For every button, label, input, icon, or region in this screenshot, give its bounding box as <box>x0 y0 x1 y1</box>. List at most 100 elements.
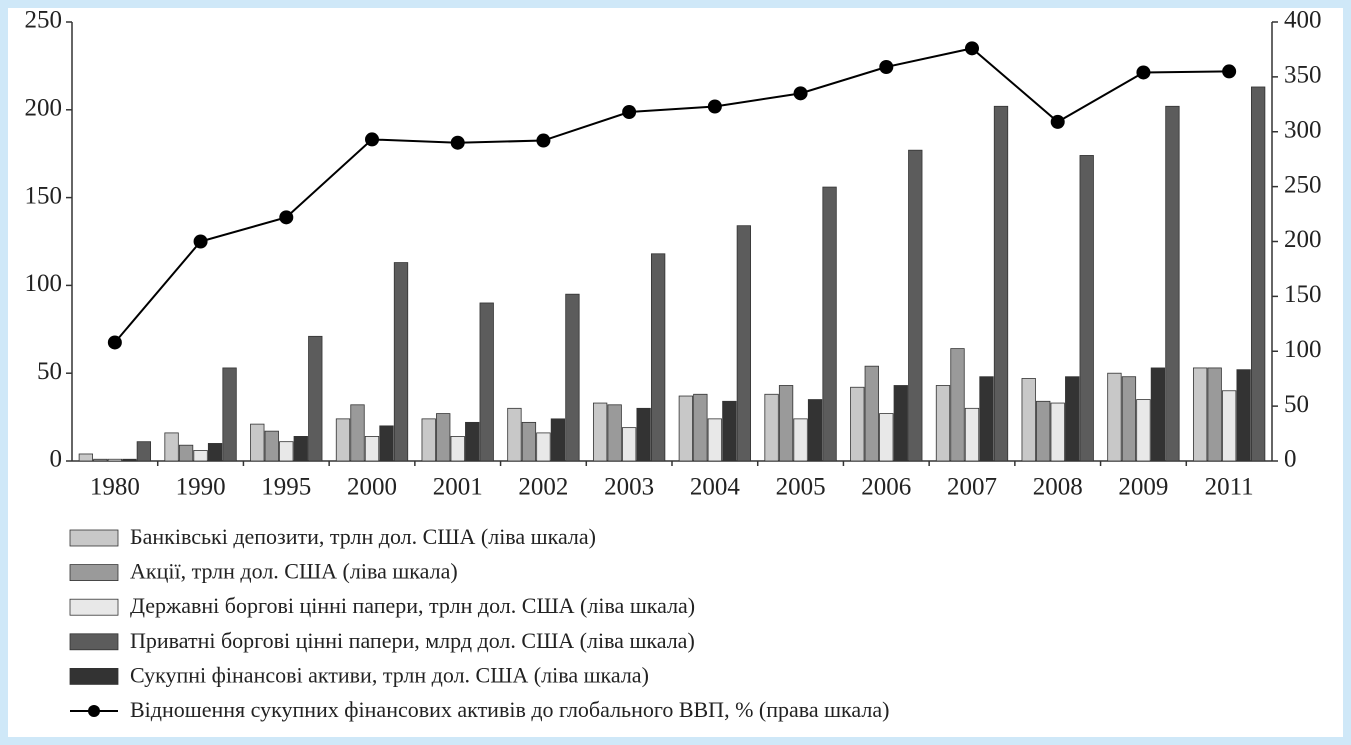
bar <box>521 421 537 462</box>
x-tick-label: 2005 <box>776 474 826 501</box>
bar <box>678 395 694 462</box>
legend-swatch <box>69 564 119 581</box>
line-marker <box>107 335 122 350</box>
bar <box>850 386 865 462</box>
x-tick-label: 2008 <box>1033 474 1083 501</box>
bar <box>465 421 480 462</box>
x-tick-label: 2009 <box>1118 474 1168 501</box>
bar <box>93 458 108 462</box>
bar <box>935 385 951 462</box>
y2-tick-label: 200 <box>1284 226 1322 253</box>
legend-label: Банківські депозити, трлн дол. США (ліва… <box>130 524 596 549</box>
bar <box>250 423 265 462</box>
bar <box>807 399 823 462</box>
y2-tick-label: 50 <box>1284 391 1309 418</box>
bar <box>479 302 494 462</box>
bar <box>621 427 637 462</box>
bar <box>122 458 137 462</box>
bar <box>1021 378 1036 462</box>
bar <box>308 335 323 462</box>
bar <box>78 453 94 462</box>
bar <box>636 407 651 462</box>
x-tick-label: 2006 <box>861 474 911 501</box>
bar <box>436 413 451 462</box>
legend-swatch <box>69 529 119 547</box>
bar <box>993 105 1009 462</box>
bar <box>536 432 551 462</box>
line-marker <box>536 133 551 148</box>
x-tick-label: 2004 <box>690 474 741 501</box>
legend-swatch <box>69 633 119 651</box>
line-marker <box>365 132 379 147</box>
bar <box>1065 376 1080 462</box>
y-tick-label: 250 <box>25 7 63 34</box>
bar <box>450 436 465 462</box>
line-marker <box>622 104 637 119</box>
bar <box>879 413 894 462</box>
bar <box>1192 367 1208 462</box>
bar <box>1221 390 1237 462</box>
y2-tick-label: 400 <box>1284 7 1322 34</box>
line-marker <box>193 234 208 249</box>
bar <box>350 404 365 462</box>
bar <box>864 365 879 462</box>
x-tick-label: 2011 <box>1205 474 1254 501</box>
bar <box>178 444 194 462</box>
legend-label: Відношення сукупних фінансових активів д… <box>130 697 889 722</box>
y2-tick-label: 0 <box>1284 446 1297 473</box>
line-marker <box>965 41 979 56</box>
bar <box>393 262 409 462</box>
x-tick-label: 2007 <box>947 474 997 501</box>
bar <box>107 458 123 462</box>
y2-tick-label: 300 <box>1284 116 1322 143</box>
legend-label: Сукупні фінансові активи, трлн дол. США … <box>130 662 649 687</box>
bar <box>707 418 723 462</box>
x-tick-label: 2001 <box>433 474 483 501</box>
bar <box>1250 86 1266 462</box>
bar <box>565 293 580 462</box>
bar <box>293 436 308 462</box>
y-tick-label: 50 <box>37 358 62 385</box>
bar <box>364 436 380 462</box>
bar <box>507 407 522 462</box>
y-tick-label: 100 <box>25 270 63 297</box>
bar <box>893 385 908 462</box>
bar <box>335 418 351 462</box>
bar <box>764 393 779 462</box>
bar <box>1107 372 1122 462</box>
bar <box>979 376 994 462</box>
line-marker <box>1050 114 1065 129</box>
x-tick-label: 1995 <box>261 474 311 501</box>
legend-label: Приватні боргові цінні папери, млрд дол.… <box>130 628 695 653</box>
bar <box>264 430 279 462</box>
line-marker <box>279 210 294 225</box>
line-marker <box>879 59 894 74</box>
bar <box>164 432 179 462</box>
bar <box>908 149 923 462</box>
y-tick-label: 0 <box>50 446 63 473</box>
line-marker <box>1136 65 1151 80</box>
bar <box>379 425 394 462</box>
legend-swatch <box>69 668 119 685</box>
bar <box>222 367 237 462</box>
bar <box>693 393 708 462</box>
bar <box>1165 105 1180 462</box>
legend-label: Акції, трлн дол. США (ліва шкала) <box>130 559 458 584</box>
bar <box>778 385 794 462</box>
line <box>114 47 1230 344</box>
bar <box>964 407 980 462</box>
bar <box>207 443 223 462</box>
bar <box>650 253 666 462</box>
bar <box>950 348 965 462</box>
y2-tick-label: 150 <box>1284 281 1322 308</box>
y2-tick-label: 100 <box>1284 336 1322 363</box>
x-tick-label: 2000 <box>347 474 397 501</box>
bar <box>1236 369 1251 462</box>
y2-tick-label: 350 <box>1284 62 1322 89</box>
bar <box>421 418 436 462</box>
bar <box>1136 399 1151 462</box>
bar <box>1036 400 1051 462</box>
y2-tick-label: 250 <box>1284 171 1322 198</box>
